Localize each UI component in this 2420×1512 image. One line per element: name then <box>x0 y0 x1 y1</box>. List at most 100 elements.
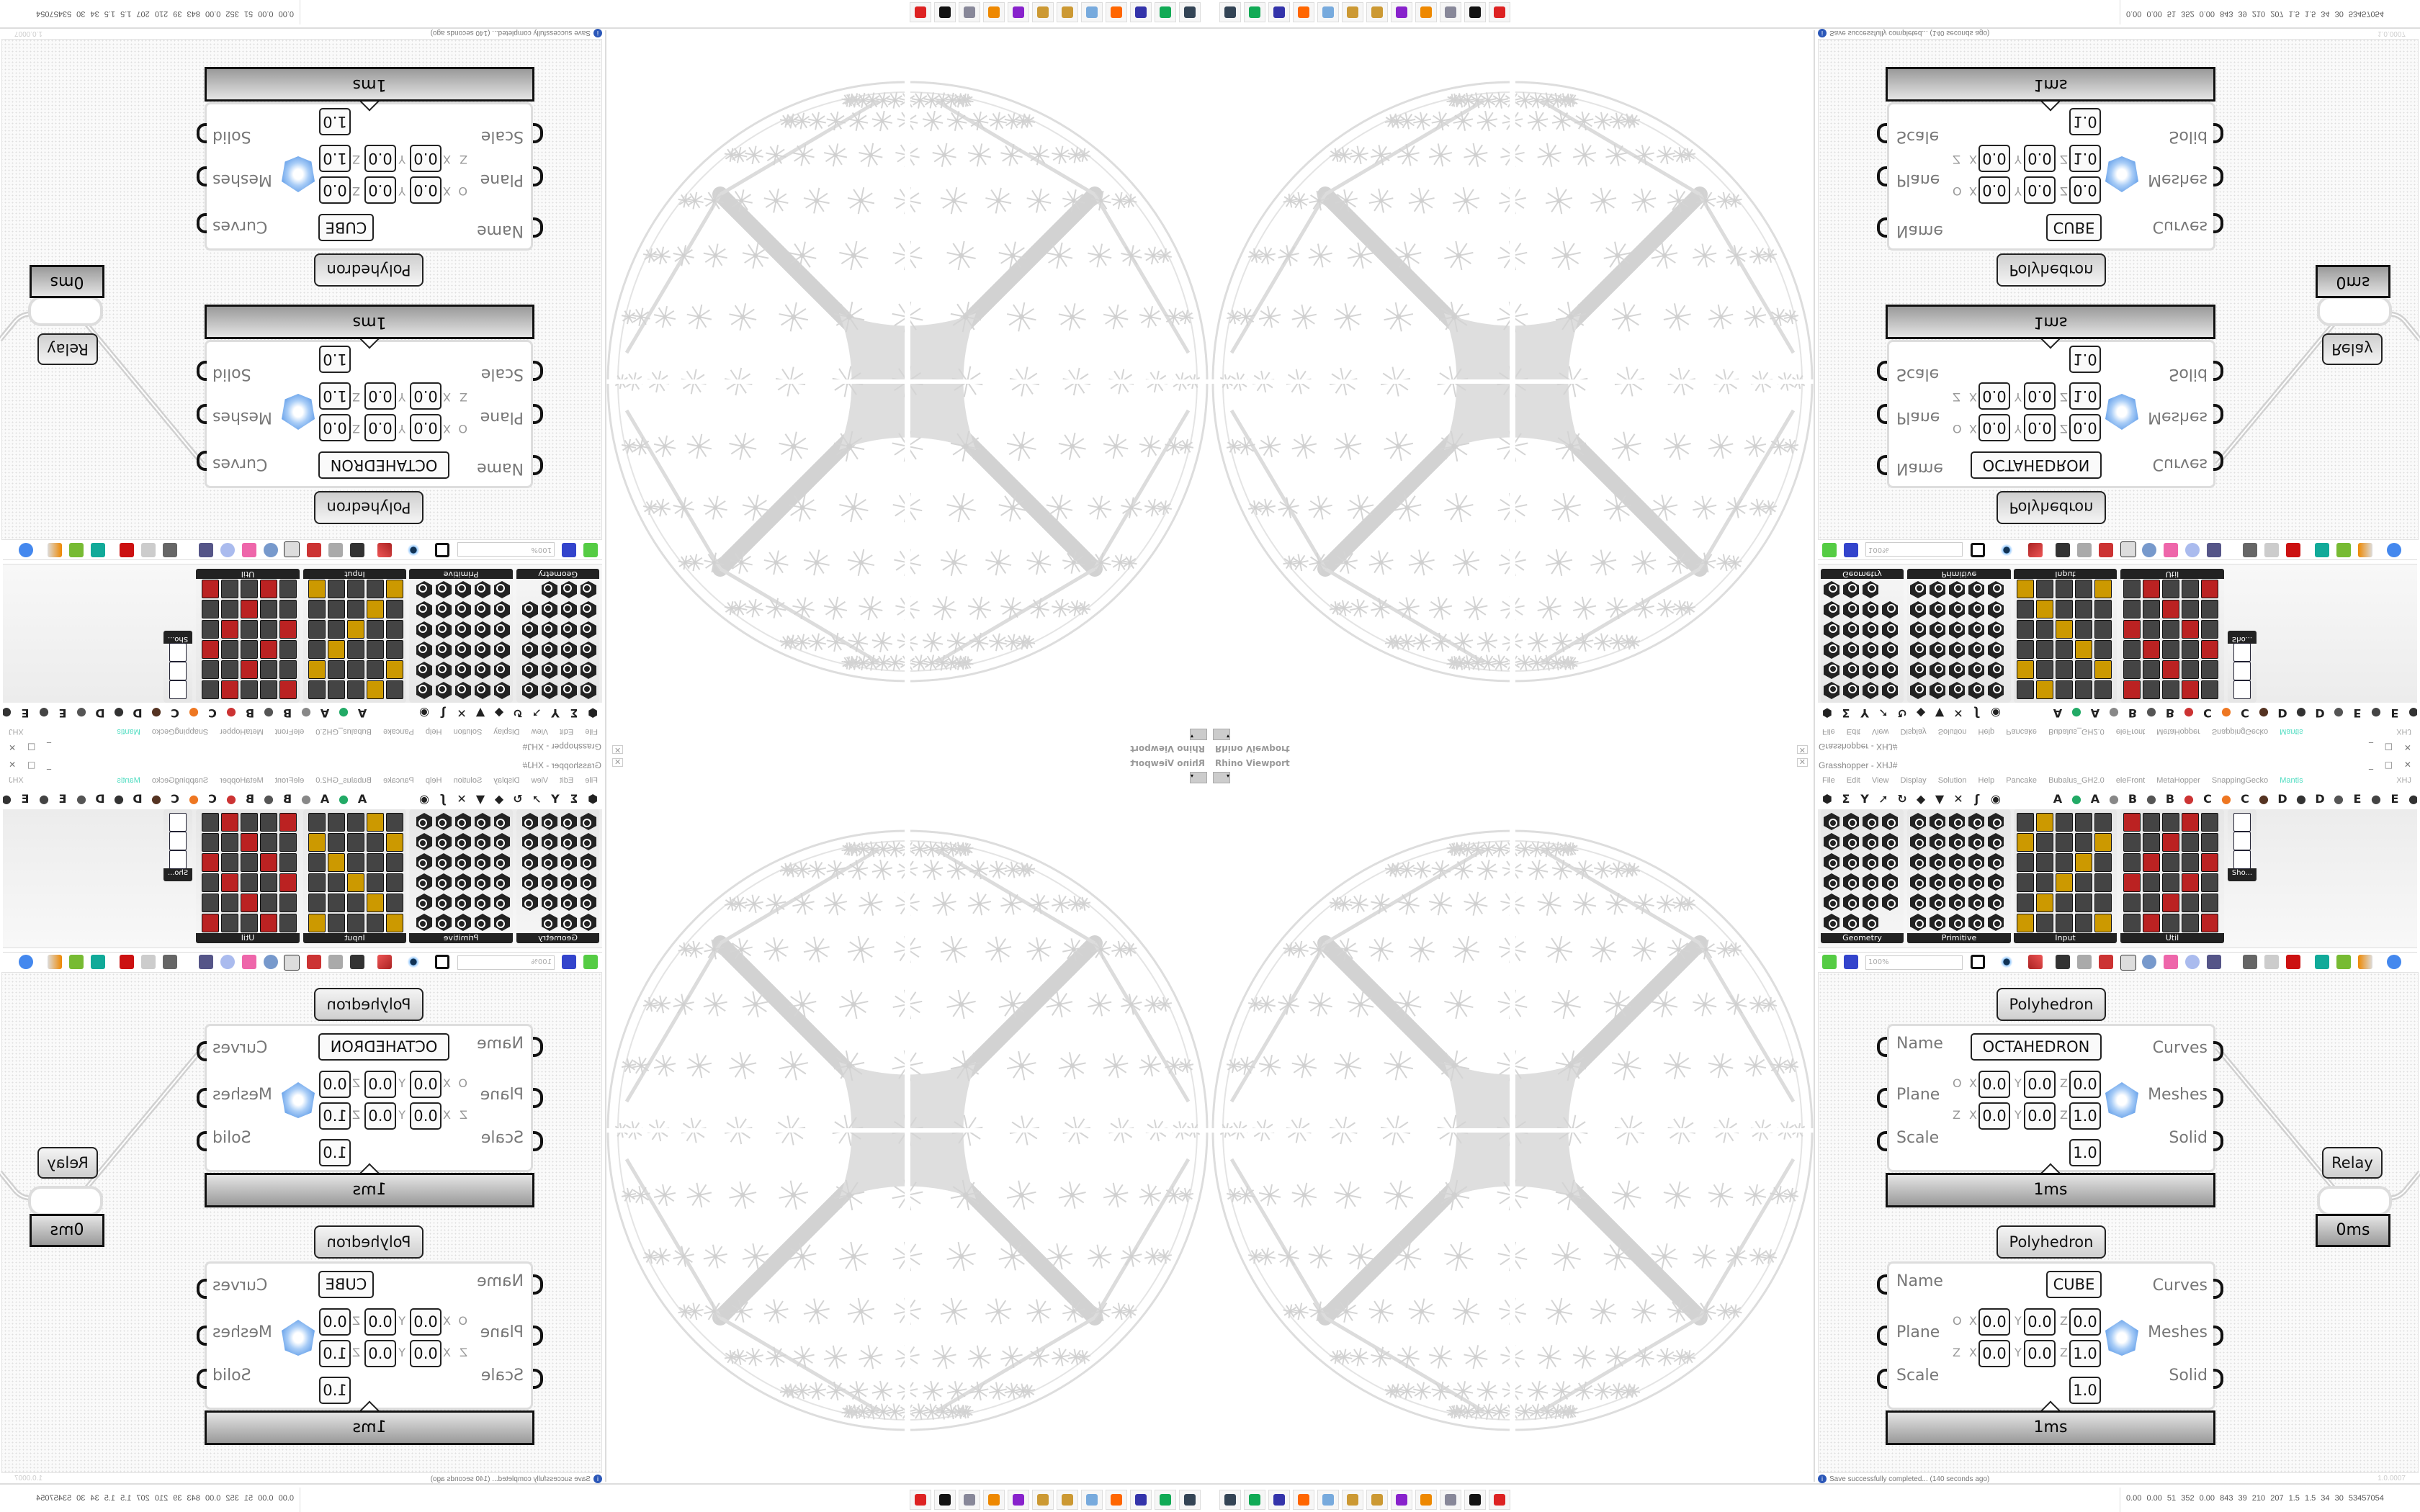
component-icon[interactable] <box>2233 850 2251 869</box>
open-file-icon[interactable] <box>1822 955 1837 969</box>
scale-value[interactable]: 1.0 <box>319 1377 351 1404</box>
zaxis-x-value[interactable]: 0.0 <box>1978 1102 2010 1130</box>
blender-icon[interactable] <box>1415 2 1437 22</box>
component-icon[interactable] <box>1949 873 1965 891</box>
component-icon[interactable] <box>1910 873 1926 891</box>
menu-mantis[interactable]: Mantis <box>2280 776 2303 785</box>
rhino-viewport[interactable]: Rhino Viewport ✕ ▾ <box>1210 756 1815 1482</box>
component-icon[interactable] <box>1824 833 1839 850</box>
zaxis-z-value[interactable]: 1.0 <box>2069 145 2101 172</box>
origin-y-value[interactable]: 0.0 <box>2024 414 2056 441</box>
component-title[interactable]: Polyhedron <box>1996 1225 2106 1259</box>
component-icon[interactable] <box>2123 853 2141 872</box>
plugin-tab-icon[interactable]: ● <box>2259 792 2269 806</box>
input-port-name[interactable] <box>1877 1037 1887 1057</box>
blender-icon[interactable] <box>1415 1490 1437 1510</box>
rhino-icon[interactable] <box>1464 2 1486 22</box>
menu-file[interactable]: File <box>1822 776 1835 785</box>
rhino-icon[interactable] <box>934 2 956 22</box>
scale-value[interactable]: 1.0 <box>2069 108 2101 135</box>
relay-node[interactable] <box>2317 1186 2392 1216</box>
component-icon[interactable] <box>1968 894 1984 911</box>
menu-elefront[interactable]: eleFront <box>2115 776 2146 785</box>
output-port-solid[interactable] <box>2213 1369 2223 1389</box>
component-icon[interactable] <box>1863 873 1878 891</box>
menu-help[interactable]: Help <box>1978 776 1995 785</box>
component-icon[interactable] <box>2056 873 2073 892</box>
tab-icon[interactable]: ʃ <box>1974 792 1980 806</box>
scale-value[interactable]: 1.0 <box>319 1139 351 1166</box>
terminal-icon[interactable] <box>1244 1490 1265 1510</box>
component-icon[interactable] <box>1988 894 2004 911</box>
component-icon[interactable] <box>2182 833 2199 852</box>
save-icon[interactable] <box>1844 955 1858 969</box>
component-icon[interactable] <box>2201 873 2218 892</box>
zaxis-y-value[interactable]: 0.0 <box>364 382 396 410</box>
origin-y-value[interactable]: 0.0 <box>2024 176 2056 204</box>
input-port-name[interactable] <box>1877 1274 1887 1295</box>
name-value[interactable]: OCTAHEDRON <box>1971 1033 2102 1061</box>
component-icon[interactable] <box>2201 914 2218 932</box>
component-title[interactable]: Polyhedron <box>314 491 424 524</box>
component-icon[interactable] <box>1968 813 1984 830</box>
game-icon[interactable] <box>1391 2 1412 22</box>
component-icon[interactable] <box>2036 894 2053 912</box>
component-icon[interactable] <box>1988 813 2004 830</box>
component-icon[interactable] <box>2056 914 2073 932</box>
component-icon[interactable] <box>2094 894 2112 912</box>
origin-y-value[interactable]: 0.0 <box>364 176 396 204</box>
component-icon[interactable] <box>1910 894 1926 911</box>
plugin-tab-icon[interactable]: ● <box>2146 792 2156 806</box>
floppy-64-icon[interactable] <box>1268 1490 1290 1510</box>
plugin-tab-icon[interactable]: ● <box>2109 792 2119 806</box>
origin-x-value[interactable]: 0.0 <box>410 1071 442 1098</box>
calculator-icon[interactable] <box>1317 1490 1339 1510</box>
component-icon[interactable] <box>1930 873 1945 891</box>
component-icon[interactable] <box>1843 833 1859 850</box>
input-port-scale[interactable] <box>1877 361 1887 381</box>
input-port-name[interactable] <box>1877 217 1887 238</box>
component-icon[interactable] <box>1843 894 1859 911</box>
tab-icon[interactable]: ◉ <box>1991 792 2001 806</box>
polyhedron-component[interactable]: Name Plane Scale Curves Meshes Solid OCTAHEDRO… <box>197 340 543 488</box>
origin-x-value[interactable]: 0.0 <box>1978 1071 2010 1098</box>
component-title[interactable]: Polyhedron <box>314 988 424 1021</box>
terminal-icon[interactable] <box>1155 1490 1176 1510</box>
floppy-64-icon[interactable] <box>1268 2 1290 22</box>
scale-value[interactable]: 1.0 <box>319 108 351 135</box>
origin-z-value[interactable]: 0.0 <box>319 1071 351 1098</box>
component-icon[interactable] <box>2056 853 2073 872</box>
antivirus-icon[interactable] <box>1489 1490 1510 1510</box>
component-title[interactable]: Polyhedron <box>1996 491 2106 524</box>
remote-desktop-icon[interactable] <box>1179 1490 1201 1510</box>
component-icon[interactable] <box>1910 853 1926 870</box>
preview-wire-icon[interactable] <box>2264 955 2279 969</box>
polyhedron-component[interactable]: Name Plane Scale Curves Meshes Solid CUBE O X 0.0… <box>197 102 543 251</box>
name-value[interactable]: CUBE <box>2046 214 2102 241</box>
component-icon[interactable] <box>2162 873 2179 892</box>
origin-x-value[interactable]: 0.0 <box>410 176 442 204</box>
menu-view[interactable]: View <box>1871 776 1889 785</box>
component-icon[interactable] <box>2075 833 2092 852</box>
zaxis-x-value[interactable]: 0.0 <box>1978 382 2010 410</box>
polyhedron-component[interactable]: Name Plane Scale Curves Meshes Solid CUBE O X 0.0… <box>1877 1261 2223 1410</box>
panel-label[interactable]: Geometry <box>1821 933 1904 943</box>
output-port-curves[interactable] <box>2213 1041 2223 1061</box>
component-icon[interactable] <box>1910 914 1926 931</box>
remote-desktop-icon[interactable] <box>1219 1490 1241 1510</box>
rhino-viewport[interactable]: Rhino Viewport ✕ ▾ <box>605 30 1210 756</box>
component-icon[interactable] <box>2143 853 2160 872</box>
component-icon[interactable] <box>1843 873 1859 891</box>
blender-icon[interactable] <box>983 2 1005 22</box>
component-icon[interactable] <box>2123 813 2141 832</box>
component-title[interactable]: Polyhedron <box>314 1225 424 1259</box>
component-icon[interactable] <box>2182 853 2199 872</box>
paint-icon-2[interactable] <box>1366 2 1388 22</box>
zaxis-z-value[interactable]: 1.0 <box>2069 382 2101 410</box>
zaxis-z-value[interactable]: 1.0 <box>2069 1340 2101 1367</box>
relay-label[interactable]: Relay <box>37 333 98 365</box>
plugin-tab-icon[interactable]: ● <box>2408 792 2417 806</box>
component-icon[interactable] <box>2056 833 2073 852</box>
component-icon[interactable] <box>2162 833 2179 852</box>
component-icon[interactable] <box>1910 813 1926 830</box>
